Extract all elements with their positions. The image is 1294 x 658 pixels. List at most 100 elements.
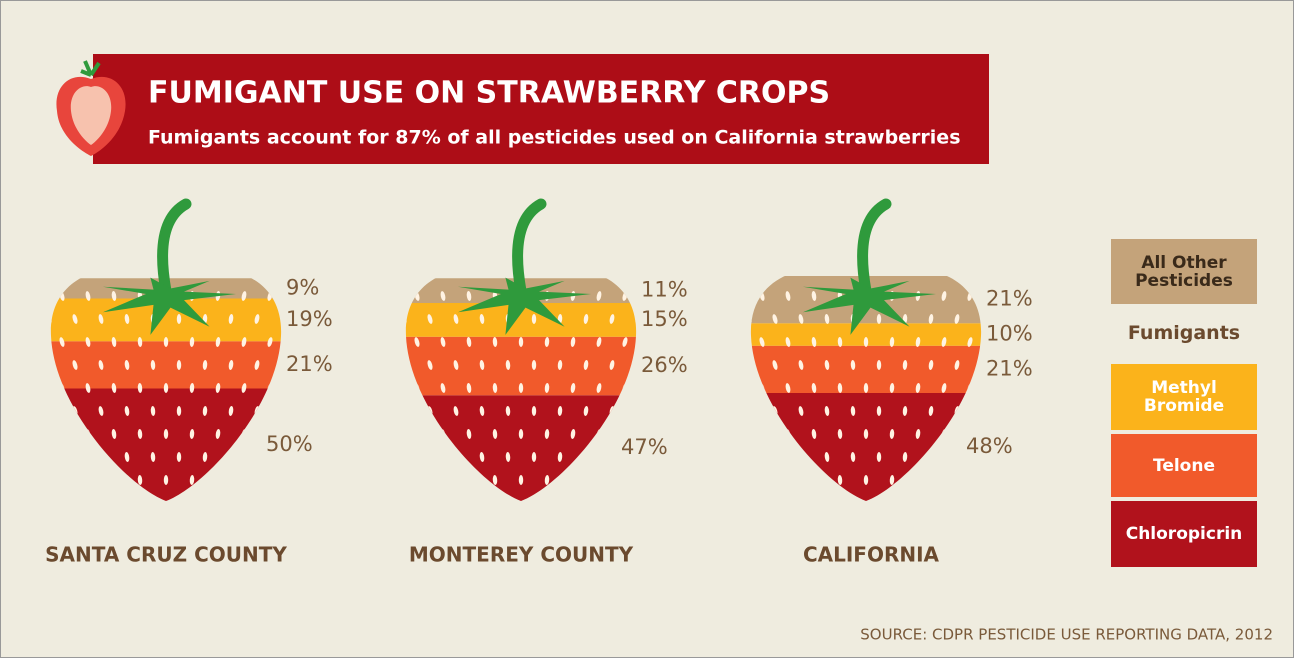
seed (405, 498, 407, 501)
seed (85, 337, 91, 347)
seed (427, 452, 433, 462)
seed (557, 360, 563, 370)
seed (785, 291, 791, 301)
seed (732, 383, 740, 394)
seed (387, 383, 395, 394)
value-label: 9% (286, 275, 319, 299)
seed (583, 498, 589, 501)
seed (150, 498, 156, 501)
segment (750, 323, 982, 346)
seed (609, 452, 615, 462)
seed (85, 383, 91, 393)
seed (440, 337, 446, 347)
seed (72, 452, 78, 462)
seed (215, 383, 221, 393)
seed (544, 337, 550, 347)
seed (570, 429, 576, 439)
seed (124, 452, 130, 462)
segment (50, 341, 282, 389)
seed (889, 475, 895, 485)
seed (583, 314, 589, 324)
seed (876, 452, 882, 462)
seed (992, 475, 1000, 486)
seed (254, 498, 260, 501)
seed (453, 360, 459, 370)
seed (176, 498, 182, 501)
value-label: 21% (986, 356, 1033, 380)
seed (505, 360, 511, 370)
seed (479, 360, 485, 370)
seed (163, 475, 169, 485)
seed (785, 475, 791, 485)
seed (427, 498, 433, 501)
seed (915, 337, 921, 347)
chart-title: FUMIGANT USE ON STRAWBERRY CROPS (148, 76, 830, 111)
seed (254, 452, 260, 462)
seed (1005, 498, 1013, 509)
seed (531, 360, 537, 370)
seed (863, 383, 869, 393)
seed (583, 452, 589, 462)
seed (876, 360, 882, 370)
seed (954, 360, 960, 370)
seed (137, 475, 143, 485)
seed (479, 406, 485, 416)
stem (157, 198, 192, 297)
seed (254, 360, 260, 370)
seed (992, 383, 1000, 394)
seed (824, 406, 830, 416)
seed (492, 429, 498, 439)
seed (928, 360, 934, 370)
seed (505, 452, 511, 462)
seed (124, 360, 130, 370)
segment (405, 395, 637, 501)
seed (785, 383, 791, 393)
leaves (102, 277, 237, 335)
seed (189, 337, 195, 347)
seed (660, 406, 668, 417)
legend-entry: Methyl Bromide (1111, 364, 1257, 430)
seed (176, 406, 182, 416)
seed (635, 498, 637, 501)
seed (518, 383, 524, 393)
seed (292, 475, 300, 486)
seed (176, 452, 182, 462)
legend: All Other Pesticides Fumigants Methyl Brom… (1111, 239, 1257, 571)
seed (557, 452, 563, 462)
seed (85, 475, 91, 485)
seed (292, 337, 300, 348)
seed (798, 406, 804, 416)
seed (111, 475, 117, 485)
seed (750, 406, 752, 416)
seed (215, 337, 221, 347)
seed (889, 429, 895, 439)
seed (732, 429, 740, 440)
seed (876, 314, 882, 324)
seed (176, 314, 182, 324)
seed (124, 314, 130, 324)
seed (414, 429, 420, 439)
seed (596, 475, 602, 485)
seed (427, 360, 433, 370)
seed (98, 452, 104, 462)
value-label: 21% (286, 352, 333, 376)
seed (967, 337, 973, 347)
seed (215, 475, 221, 485)
seed (518, 429, 524, 439)
legend-entry: Chloropicrin (1111, 501, 1257, 567)
seed (137, 429, 143, 439)
seed (518, 337, 524, 347)
seed (772, 452, 778, 462)
seed (228, 314, 234, 324)
seed (453, 498, 459, 501)
seed (267, 337, 273, 347)
value-label: 19% (286, 307, 333, 331)
seed (811, 383, 817, 393)
seed (811, 291, 817, 301)
seed (163, 383, 169, 393)
seed (98, 406, 104, 416)
seed (479, 452, 485, 462)
seed (531, 406, 537, 416)
seed (967, 475, 973, 485)
